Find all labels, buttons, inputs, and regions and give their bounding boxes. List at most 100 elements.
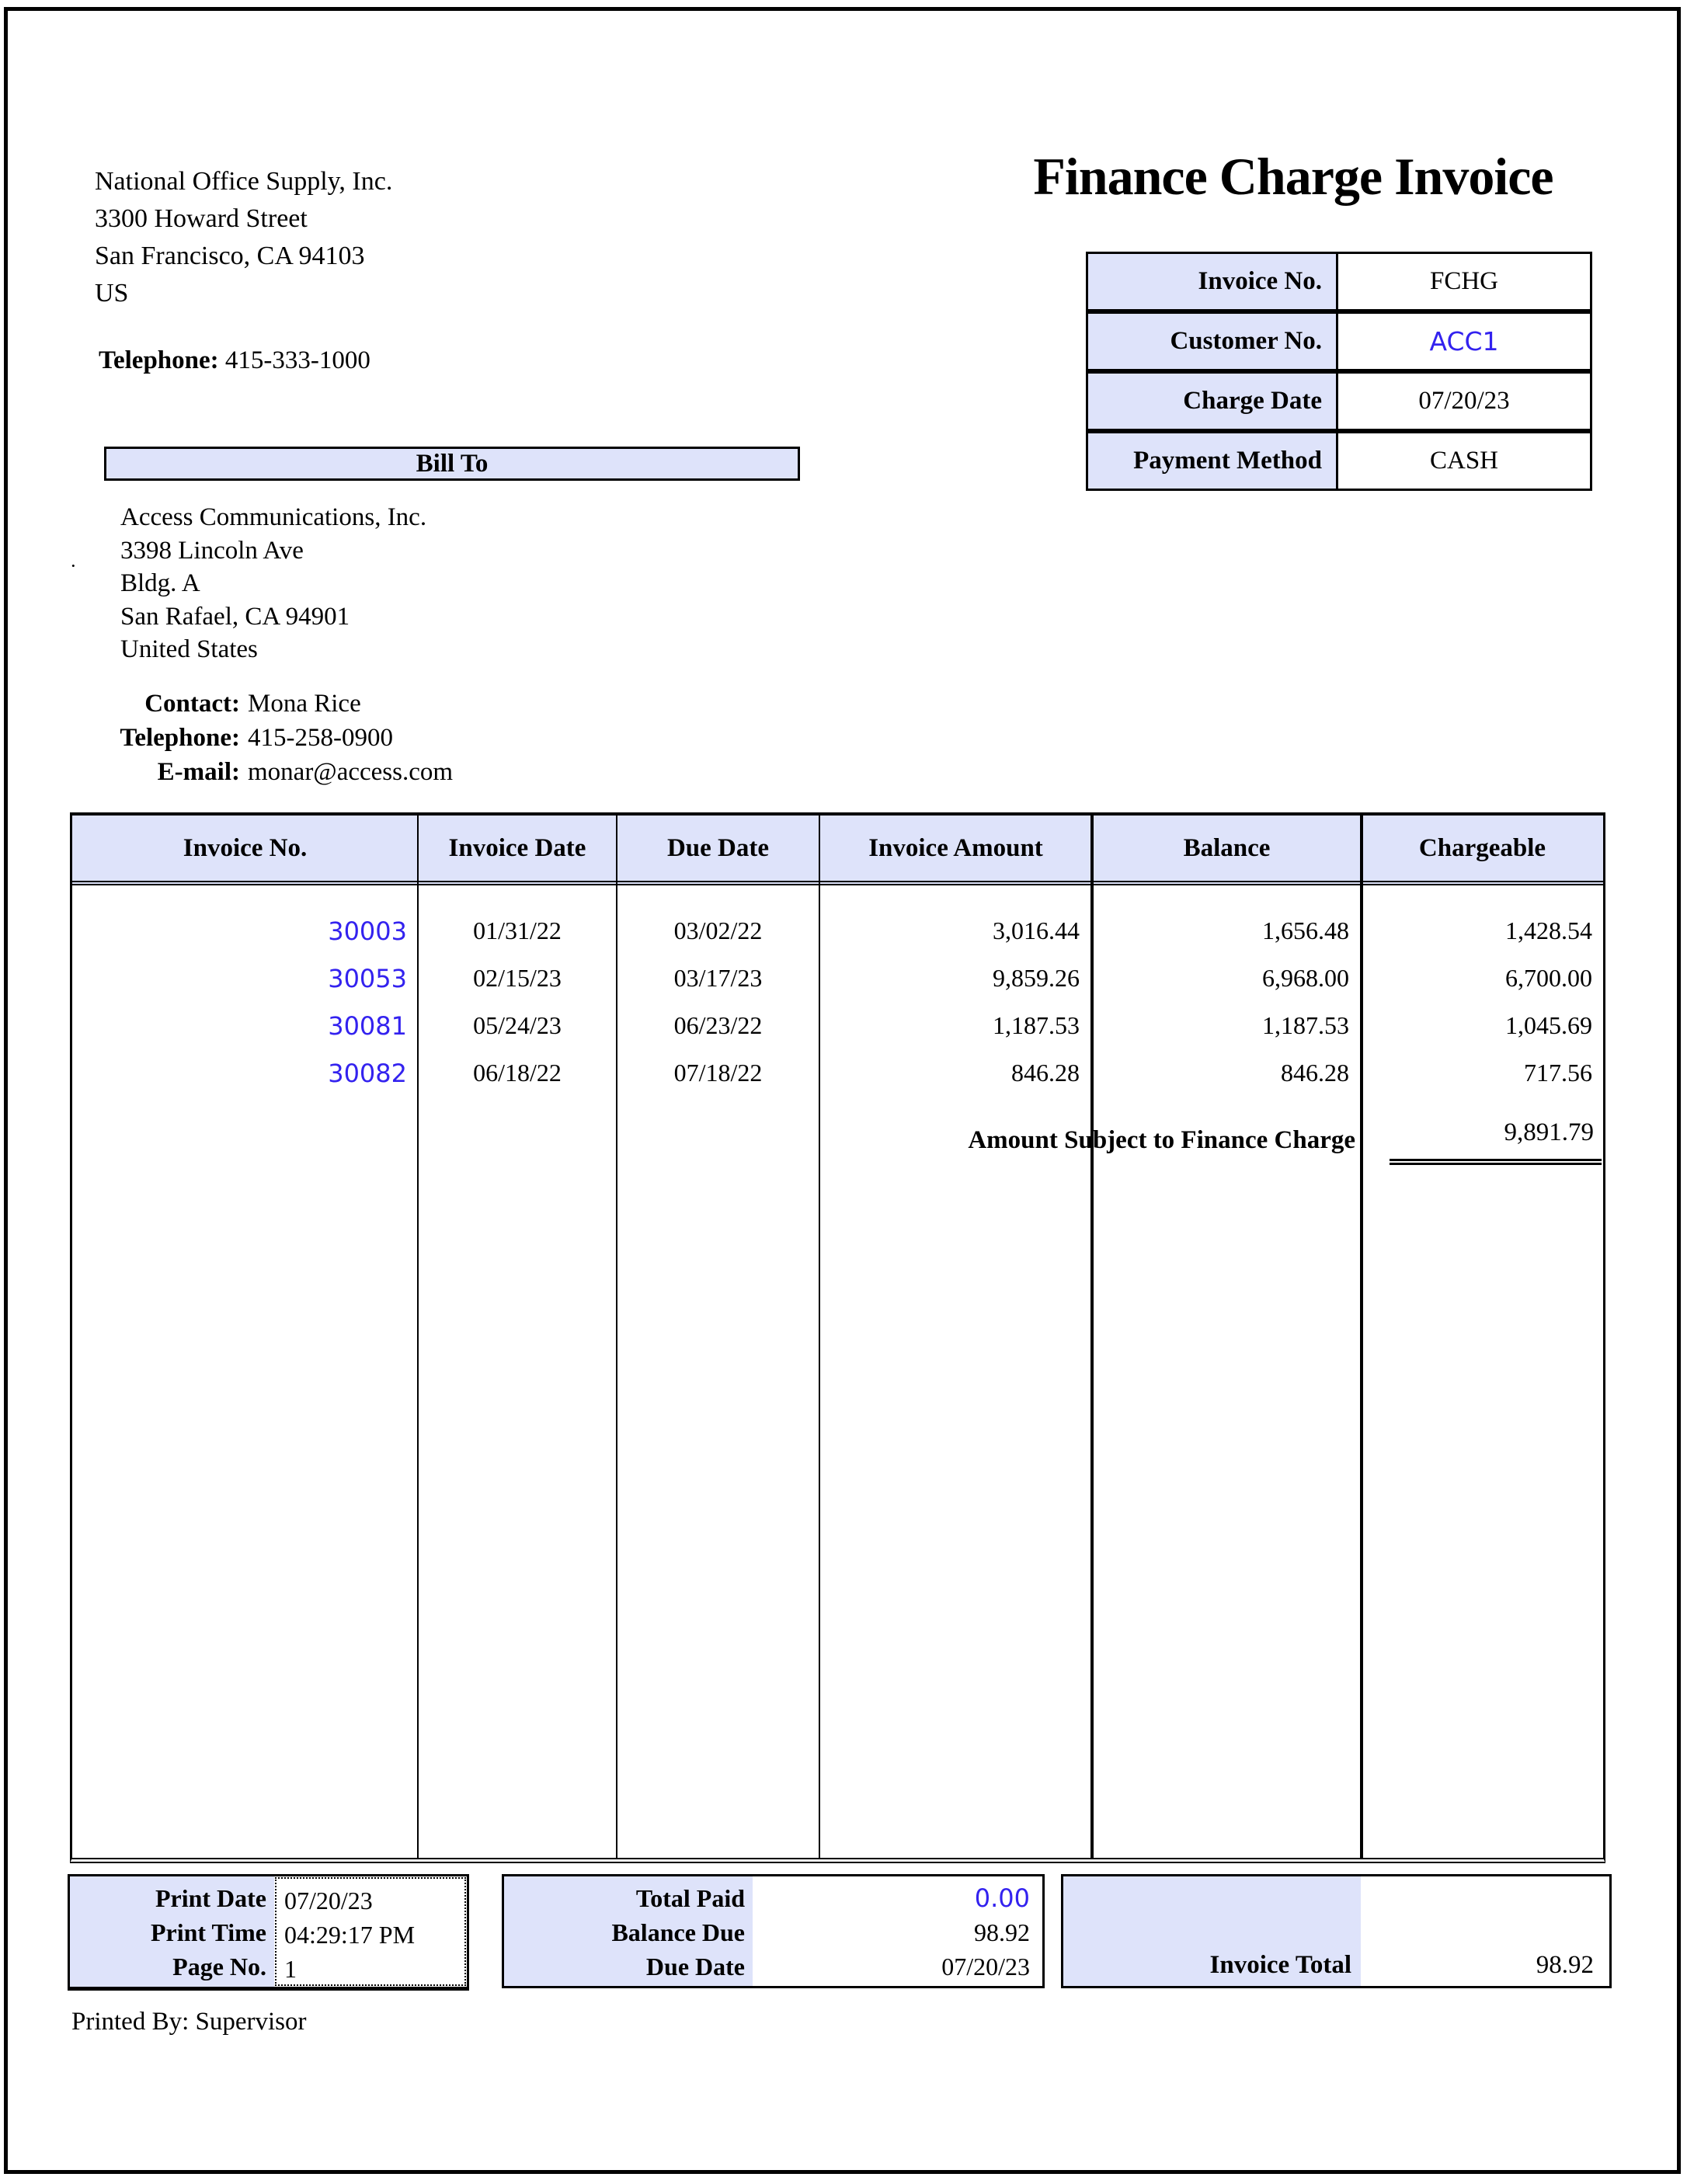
finance-charge-subject-label: Amount Subject to Finance Charge bbox=[968, 1126, 1355, 1154]
company-name: National Office Supply, Inc. bbox=[95, 167, 393, 196]
charge-date-value: 07/20/23 bbox=[1418, 387, 1510, 415]
chargeable-cell: 1,045.69 bbox=[1505, 1011, 1592, 1039]
page-no-label: Page No. bbox=[172, 1953, 266, 1981]
col-header-invoice-amount: Invoice Amount bbox=[868, 833, 1043, 862]
balance-due-value: 98.92 bbox=[974, 1918, 1030, 1946]
page-title: Finance Charge Invoice bbox=[1033, 147, 1553, 206]
invoice-amount-cell: 9,859.26 bbox=[993, 964, 1080, 992]
invoice-info-row: Payment Method CASH bbox=[1086, 431, 1592, 491]
balance-cell: 1,656.48 bbox=[1262, 916, 1349, 944]
invoice-date-cell: 05/24/23 bbox=[473, 1011, 562, 1039]
bill-to-address1: 3398 Lincoln Ave bbox=[120, 536, 304, 565]
printed-by-value: Supervisor bbox=[195, 2008, 307, 2036]
charge-date-label: Charge Date bbox=[1088, 374, 1338, 429]
bill-to-phone-label: Telephone: bbox=[120, 724, 240, 752]
col-header-due-date: Due Date bbox=[666, 833, 770, 862]
column-divider bbox=[616, 816, 617, 1858]
bill-to-address-block: Access Communications, Inc. 3398 Lincoln… bbox=[120, 501, 426, 666]
print-date-value: 07/20/23 bbox=[284, 1887, 373, 1914]
company-phone-row: Telephone: 415-333-1000 bbox=[99, 346, 370, 375]
invoice-no-label: Invoice No. bbox=[1088, 254, 1338, 309]
printed-by-label: Printed By: bbox=[71, 2008, 190, 2036]
company-phone-label: Telephone: bbox=[99, 346, 219, 374]
company-street: 3300 Howard Street bbox=[95, 204, 308, 233]
invoice-date-cell: 01/31/22 bbox=[473, 916, 562, 944]
totals-labels: Total Paid Balance Due Due Date bbox=[504, 1876, 753, 1986]
total-paid-link[interactable]: 0.00 bbox=[974, 1883, 1030, 1913]
print-time-label: Print Time bbox=[150, 1918, 266, 1946]
double-underline-rule bbox=[1390, 1159, 1602, 1165]
column-divider-thick bbox=[1360, 816, 1363, 1858]
bill-to-country: United States bbox=[120, 635, 258, 663]
column-divider bbox=[819, 816, 820, 1858]
print-time-value: 04:29:17 PM bbox=[284, 1921, 416, 1949]
invoice-date-cell: 02/15/23 bbox=[473, 964, 562, 992]
table-row: 30003 01/31/22 03/02/22 3,016.44 1,656.4… bbox=[72, 916, 1603, 946]
invoice-no-value: FCHG bbox=[1429, 267, 1499, 295]
company-country: US bbox=[95, 279, 129, 308]
invoice-amount-cell: 3,016.44 bbox=[993, 916, 1080, 944]
chargeable-cell: 6,700.00 bbox=[1505, 964, 1592, 992]
invoice-info-row: Charge Date 07/20/23 bbox=[1086, 371, 1592, 431]
bill-to-city: San Rafael, CA 94901 bbox=[120, 602, 350, 631]
invoice-no-link[interactable]: 30053 bbox=[328, 964, 407, 993]
print-date-label: Print Date bbox=[155, 1884, 266, 1912]
bill-to-email-row: E-mail: monar@access.com bbox=[69, 758, 768, 787]
col-header-chargeable: Chargeable bbox=[1418, 833, 1546, 862]
bill-to-address2: Bldg. A bbox=[120, 569, 200, 597]
print-info-labels: Print Date Print Time Page No. bbox=[70, 1876, 274, 1987]
customer-no-link[interactable]: ACC1 bbox=[1429, 326, 1499, 356]
invoice-info-row: Invoice No. FCHG bbox=[1086, 252, 1592, 311]
charges-table-header: Invoice No. Invoice Date Due Date Invoic… bbox=[72, 816, 1603, 885]
chargeable-cell: 717.56 bbox=[1524, 1059, 1592, 1087]
finance-charge-subject-value: 9,891.79 bbox=[1504, 1118, 1595, 1146]
due-date-cell: 07/18/22 bbox=[673, 1059, 763, 1087]
bill-to-phone-row: Telephone: 415-258-0900 bbox=[69, 724, 768, 753]
company-city: San Francisco, CA 94103 bbox=[95, 242, 365, 270]
balance-cell: 846.28 bbox=[1281, 1059, 1349, 1087]
invoice-info-table: Invoice No. FCHG Customer No. ACC1 Charg… bbox=[1086, 252, 1592, 491]
payment-method-value: CASH bbox=[1429, 447, 1499, 475]
page-no-value: 1 bbox=[284, 1955, 297, 1983]
column-divider bbox=[417, 816, 419, 1858]
contact-name: Mona Rice bbox=[248, 690, 361, 718]
invoice-total-box: Invoice Total 98.92 bbox=[1061, 1874, 1612, 1988]
column-divider-thick bbox=[1090, 816, 1094, 1858]
due-date-label: Due Date bbox=[645, 1953, 745, 1981]
due-date-cell: 03/02/22 bbox=[673, 916, 763, 944]
balance-cell: 1,187.53 bbox=[1262, 1011, 1349, 1039]
invoice-date-cell: 06/18/22 bbox=[473, 1059, 562, 1087]
col-header-balance: Balance bbox=[1183, 833, 1271, 862]
print-info-values: 07/20/23 04:29:17 PM 1 bbox=[275, 1877, 466, 1986]
table-row: 30082 06/18/22 07/18/22 846.28 846.28 71… bbox=[72, 1059, 1603, 1088]
invoice-amount-cell: 846.28 bbox=[1011, 1059, 1080, 1087]
company-phone: 415-333-1000 bbox=[224, 346, 370, 374]
invoice-no-link[interactable]: 30082 bbox=[328, 1059, 407, 1088]
printed-by-row: Printed By: Supervisor bbox=[71, 2008, 307, 2036]
totals-values: 0.00 98.92 07/20/23 bbox=[753, 1876, 1042, 1986]
table-row: 30053 02/15/23 03/17/23 9,859.26 6,968.0… bbox=[72, 964, 1603, 993]
bill-to-email-label: E-mail: bbox=[157, 758, 240, 786]
print-info-box: Print Date Print Time Page No. 07/20/23 … bbox=[68, 1874, 469, 1991]
invoice-info-row: Customer No. ACC1 bbox=[1086, 311, 1592, 371]
invoice-amount-cell: 1,187.53 bbox=[993, 1011, 1080, 1039]
bill-to-contact-row: Contact: Mona Rice bbox=[69, 690, 768, 718]
payment-method-label: Payment Method bbox=[1088, 433, 1338, 489]
table-row: 30081 05/24/23 06/23/22 1,187.53 1,187.5… bbox=[72, 1011, 1603, 1041]
due-date-value: 07/20/23 bbox=[941, 1953, 1030, 1981]
invoice-no-link[interactable]: 30081 bbox=[328, 1011, 407, 1041]
customer-no-label: Customer No. bbox=[1088, 314, 1338, 369]
balance-cell: 6,968.00 bbox=[1262, 964, 1349, 992]
bill-to-email: monar@access.com bbox=[248, 758, 454, 786]
due-date-cell: 06/23/22 bbox=[673, 1011, 763, 1039]
invoice-no-link[interactable]: 30003 bbox=[328, 916, 407, 946]
balance-due-label: Balance Due bbox=[611, 1918, 745, 1946]
charges-table-body: 30003 01/31/22 03/02/22 3,016.44 1,656.4… bbox=[72, 885, 1603, 1858]
chargeable-cell: 1,428.54 bbox=[1505, 916, 1592, 944]
stray-dot-artifact: · bbox=[70, 555, 77, 577]
charges-table: Invoice No. Invoice Date Due Date Invoic… bbox=[70, 812, 1605, 1863]
invoice-total-label: Invoice Total bbox=[1063, 1876, 1361, 1986]
bill-to-name: Access Communications, Inc. bbox=[120, 503, 427, 531]
invoice-total-value: 98.92 bbox=[1536, 1951, 1594, 1979]
